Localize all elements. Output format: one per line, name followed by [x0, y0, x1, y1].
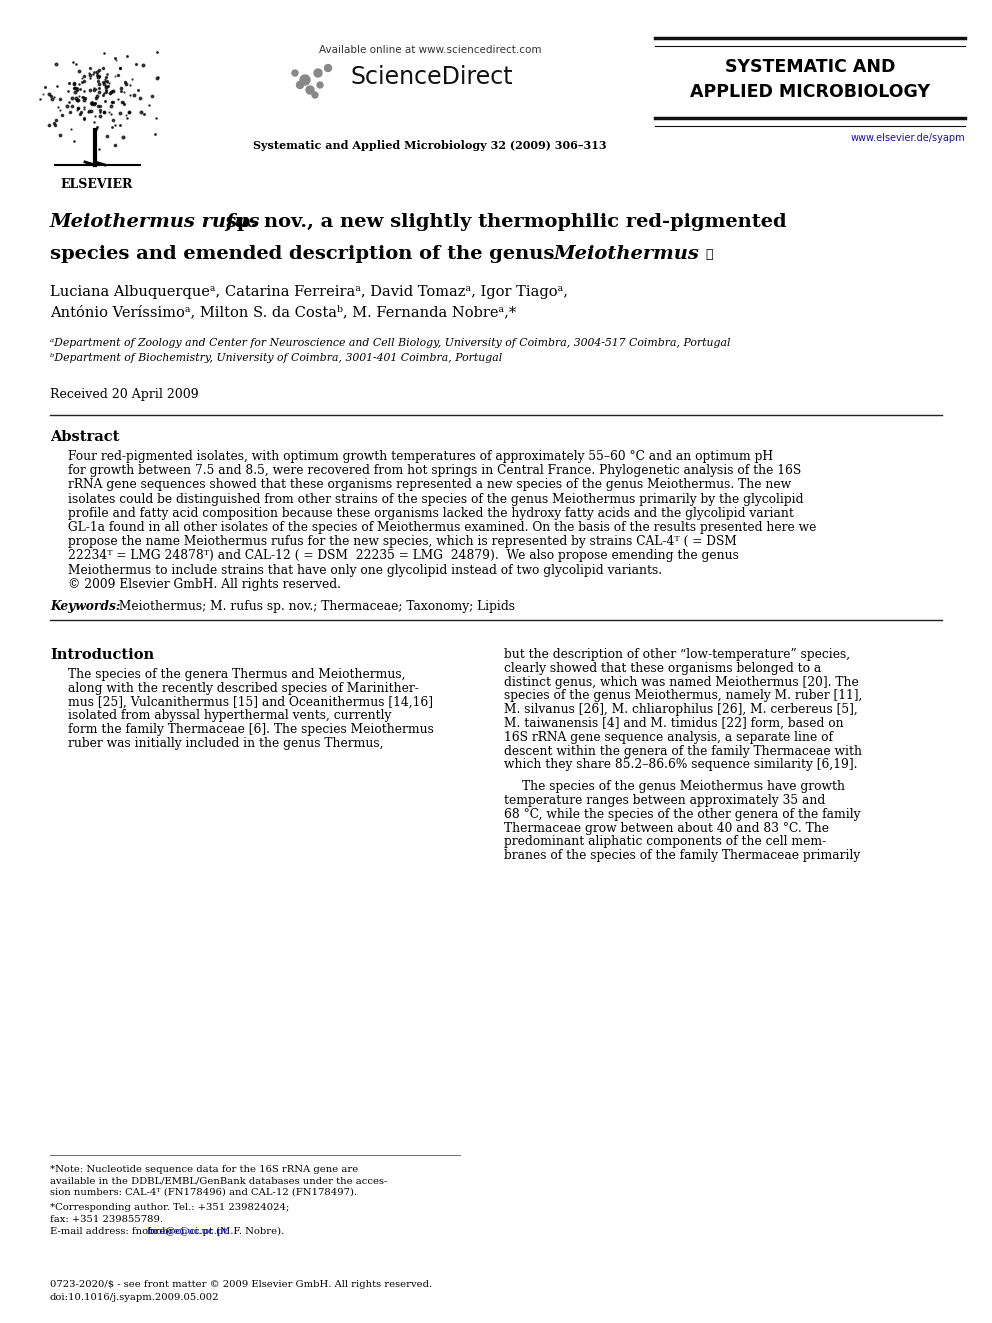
Text: form the family Thermaceae [6]. The species Meiothermus: form the family Thermaceae [6]. The spec… — [68, 724, 434, 736]
Circle shape — [297, 82, 304, 89]
Circle shape — [300, 75, 310, 85]
Text: António Veríssimoᵃ, Milton S. da Costaᵇ, M. Fernanda Nobreᵃ,*: António Veríssimoᵃ, Milton S. da Costaᵇ,… — [50, 306, 516, 319]
Text: APPLIED MICROBIOLOGY: APPLIED MICROBIOLOGY — [690, 83, 930, 101]
Text: *Noteː Nucleotide sequence data for the 16S rRNA gene are: *Noteː Nucleotide sequence data for the … — [50, 1166, 358, 1174]
Text: ELSEVIER: ELSEVIER — [61, 179, 133, 191]
Text: propose the name Meiothermus rufus for the new species, which is represented by : propose the name Meiothermus rufus for t… — [68, 536, 737, 548]
Text: Meiothermus to include strains that have only one glycolipid instead of two glyc: Meiothermus to include strains that have… — [68, 564, 662, 577]
Text: which they share 85.2–86.6% sequence similarity [6,19].: which they share 85.2–86.6% sequence sim… — [504, 758, 857, 771]
Text: for growth between 7.5 and 8.5, were recovered from hot springs in Central Franc: for growth between 7.5 and 8.5, were rec… — [68, 464, 802, 478]
Circle shape — [317, 82, 323, 89]
Text: *Corresponding author. Tel.: +351 239824024;: *Corresponding author. Tel.: +351 239824… — [50, 1204, 290, 1212]
Text: © 2009 Elsevier GmbH. All rights reserved.: © 2009 Elsevier GmbH. All rights reserve… — [68, 578, 341, 591]
Text: profile and fatty acid composition because these organisms lacked the hydroxy fa: profile and fatty acid composition becau… — [68, 507, 794, 520]
Text: 0723-2020/$ - see front matter © 2009 Elsevier GmbH. All rights reserved.: 0723-2020/$ - see front matter © 2009 El… — [50, 1279, 433, 1289]
Text: Four red-pigmented isolates, with optimum growth temperatures of approximately 5: Four red-pigmented isolates, with optimu… — [68, 450, 773, 463]
Circle shape — [312, 93, 318, 98]
Text: isolates could be distinguished from other strains of the species of the genus M: isolates could be distinguished from oth… — [68, 492, 804, 505]
Text: species and emended description of the genus: species and emended description of the g… — [50, 245, 561, 263]
Text: temperature ranges between approximately 35 and: temperature ranges between approximately… — [504, 794, 825, 807]
Text: Abstract: Abstract — [50, 430, 119, 445]
Circle shape — [306, 86, 314, 94]
Text: Meiothermus; M. rufus sp. nov.; Thermaceae; Taxonomy; Lipids: Meiothermus; M. rufus sp. nov.; Thermace… — [115, 601, 515, 613]
Text: Luciana Albuquerqueᵃ, Catarina Ferreiraᵃ, David Tomazᵃ, Igor Tiagoᵃ,: Luciana Albuquerqueᵃ, Catarina Ferreiraᵃ… — [50, 284, 568, 299]
Text: Introduction: Introduction — [50, 648, 154, 662]
Text: branes of the species of the family Thermaceae primarily: branes of the species of the family Ther… — [504, 849, 860, 863]
Text: fax: +351 239855789.: fax: +351 239855789. — [50, 1215, 163, 1224]
Circle shape — [314, 69, 322, 77]
Text: Systematic and Applied Microbiology 32 (2009) 306–313: Systematic and Applied Microbiology 32 (… — [253, 140, 607, 151]
Text: available in the DDBL/EMBL/GenBank databases under the acces-: available in the DDBL/EMBL/GenBank datab… — [50, 1176, 387, 1185]
Text: ᵃDepartment of Zoology and Center for Neuroscience and Cell Biology, University : ᵃDepartment of Zoology and Center for Ne… — [50, 337, 730, 348]
Text: Received 20 April 2009: Received 20 April 2009 — [50, 388, 198, 401]
Text: along with the recently described species of Marinither-: along with the recently described specie… — [68, 681, 419, 695]
Text: ᵇDepartment of Biochemistry, University of Coimbra, 3001-401 Coimbra, Portugal: ᵇDepartment of Biochemistry, University … — [50, 353, 502, 363]
Text: predominant aliphatic components of the cell mem-: predominant aliphatic components of the … — [504, 835, 826, 848]
Text: but the description of other “low-temperature” species,: but the description of other “low-temper… — [504, 648, 850, 662]
Text: Available online at www.sciencedirect.com: Available online at www.sciencedirect.co… — [318, 45, 542, 56]
Text: clearly showed that these organisms belonged to a: clearly showed that these organisms belo… — [504, 662, 821, 675]
Text: M. taiwanensis [4] and M. timidus [22] form, based on: M. taiwanensis [4] and M. timidus [22] f… — [504, 717, 843, 730]
Text: M. silvanus [26], M. chliarophilus [26], M. cerbereus [5],: M. silvanus [26], M. chliarophilus [26],… — [504, 704, 858, 716]
Text: Meiothermus: Meiothermus — [554, 245, 700, 263]
Text: species of the genus Meiothermus, namely M. ruber [11],: species of the genus Meiothermus, namely… — [504, 689, 862, 703]
Text: Meiothermus rufus: Meiothermus rufus — [50, 213, 261, 232]
Text: SYSTEMATIC AND: SYSTEMATIC AND — [725, 58, 895, 75]
Text: doi:10.1016/j.syapm.2009.05.002: doi:10.1016/j.syapm.2009.05.002 — [50, 1293, 219, 1302]
Text: descent within the genera of the family Thermaceae with: descent within the genera of the family … — [504, 745, 862, 758]
Text: distinct genus, which was named Meiothermus [20]. The: distinct genus, which was named Meiother… — [504, 676, 859, 688]
Text: The species of the genera Thermus and Meiothermus,: The species of the genera Thermus and Me… — [68, 668, 406, 681]
Circle shape — [324, 65, 331, 71]
Text: ScienceDirect: ScienceDirect — [350, 65, 513, 89]
Text: Keywords:: Keywords: — [50, 601, 120, 613]
Text: www.elsevier.de/syapm: www.elsevier.de/syapm — [850, 134, 965, 143]
Text: sp. nov., a new slightly thermophilic red-pigmented: sp. nov., a new slightly thermophilic re… — [219, 213, 787, 232]
Text: sion numbers: CAL-4ᵀ (FN178496) and CAL-12 (FN178497).: sion numbers: CAL-4ᵀ (FN178496) and CAL-… — [50, 1188, 357, 1197]
Text: ☆: ☆ — [705, 247, 712, 261]
Text: The species of the genus Meiothermus have growth: The species of the genus Meiothermus hav… — [522, 781, 845, 794]
Text: E-mail address: fnobre@ci.uc.pt (M.F. Nobre).: E-mail address: fnobre@ci.uc.pt (M.F. No… — [50, 1226, 285, 1236]
Text: rRNA gene sequences showed that these organisms represented a new species of the: rRNA gene sequences showed that these or… — [68, 479, 792, 491]
Text: Thermaceae grow between about 40 and 83 °C. The: Thermaceae grow between about 40 and 83 … — [504, 822, 829, 835]
Text: isolated from abyssal hyperthermal vents, currently: isolated from abyssal hyperthermal vents… — [68, 709, 392, 722]
Text: mus [25], Vulcanithermus [15] and Oceanithermus [14,16]: mus [25], Vulcanithermus [15] and Oceani… — [68, 696, 433, 709]
Text: fnobre@ci.uc.pt: fnobre@ci.uc.pt — [147, 1226, 228, 1236]
Text: GL-1a found in all other isolates of the species of Meiothermus examined. On the: GL-1a found in all other isolates of the… — [68, 521, 816, 534]
Text: ruber was initially included in the genus Thermus,: ruber was initially included in the genu… — [68, 737, 384, 750]
Text: 16S rRNA gene sequence analysis, a separate line of: 16S rRNA gene sequence analysis, a separ… — [504, 730, 833, 744]
Text: 22234ᵀ = LMG 24878ᵀ) and CAL-12 ( = DSM  22235 = LMG  24879).  We also propose e: 22234ᵀ = LMG 24878ᵀ) and CAL-12 ( = DSM … — [68, 549, 739, 562]
Text: 68 °C, while the species of the other genera of the family: 68 °C, while the species of the other ge… — [504, 808, 860, 820]
Circle shape — [292, 70, 298, 75]
